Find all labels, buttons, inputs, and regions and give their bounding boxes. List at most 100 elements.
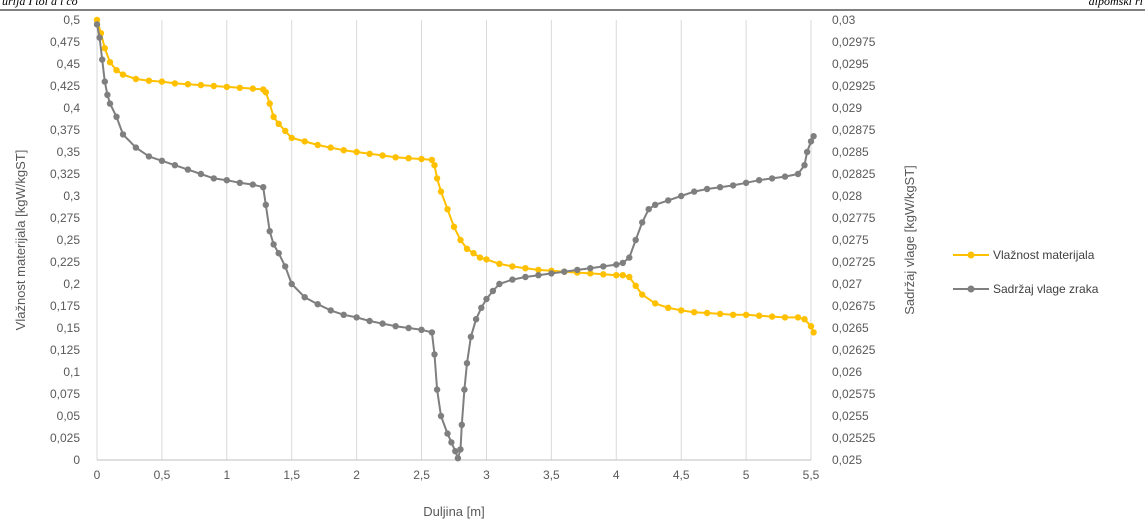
data-point <box>431 351 438 358</box>
data-point <box>197 170 205 178</box>
data-point <box>418 155 425 163</box>
data-point <box>489 287 497 295</box>
data-point <box>405 324 412 332</box>
data-point <box>587 265 594 272</box>
data-point <box>729 182 737 189</box>
data-point <box>119 71 127 78</box>
right-y-axis-title: Sadržaj vlage [kgW/kgST] <box>902 165 917 315</box>
right-y-tick-label: 0,0265 <box>832 321 869 335</box>
right-y-axis-ticks: 0,025 0,02525 0,0255 0,02575 0,026 0,02625 0,0… <box>832 13 876 467</box>
data-point <box>574 266 581 274</box>
right-y-tick-label: 0,0255 <box>832 409 869 423</box>
data-point <box>561 268 568 275</box>
data-point <box>807 138 815 145</box>
data-point <box>619 272 626 279</box>
left-y-tick-label: 0,325 <box>50 167 80 181</box>
data-point <box>405 155 412 162</box>
data-point <box>535 266 542 274</box>
data-point <box>145 77 153 84</box>
data-point <box>452 448 459 455</box>
data-point <box>93 21 101 28</box>
left-y-tick-label: 0,225 <box>50 255 80 269</box>
data-point <box>96 34 103 41</box>
x-tick-label: 0,5 <box>154 468 171 482</box>
right-y-tick-label: 0,02525 <box>832 431 876 445</box>
series-2 <box>93 21 817 462</box>
left-y-tick-label: 0,2 <box>63 277 80 291</box>
right-y-tick-label: 0,03 <box>832 13 856 27</box>
data-point <box>619 259 626 267</box>
x-tick-label: 1,5 <box>283 468 300 482</box>
series-1 <box>93 16 817 336</box>
left-y-tick-label: 0,05 <box>57 409 81 423</box>
data-point <box>645 206 652 213</box>
data-point <box>448 439 455 446</box>
data-point <box>262 201 269 208</box>
data-point <box>548 270 555 277</box>
left-y-tick-label: 0,25 <box>57 233 81 247</box>
right-y-tick-label: 0,028 <box>832 189 862 203</box>
data-point <box>327 144 334 151</box>
data-point <box>613 272 620 279</box>
data-point <box>260 184 267 191</box>
data-point <box>197 81 205 89</box>
data-point <box>450 223 458 230</box>
data-point <box>496 280 503 288</box>
data-point <box>314 301 321 308</box>
data-point <box>716 184 724 191</box>
data-point <box>266 100 273 107</box>
left-y-tick-label: 0,35 <box>57 145 81 159</box>
data-point <box>454 455 462 462</box>
header-right-text: dipomski ri <box>1089 0 1143 8</box>
data-point <box>171 80 179 87</box>
data-point <box>801 162 808 169</box>
data-point <box>703 185 711 193</box>
data-point <box>742 311 750 318</box>
legend-label: Vlažnost materijala <box>993 248 1095 262</box>
right-y-tick-label: 0,0275 <box>832 233 869 247</box>
data-point <box>458 421 465 428</box>
data-point <box>587 270 594 277</box>
data-point <box>639 219 646 226</box>
right-y-tick-label: 0,027 <box>832 277 862 291</box>
data-point <box>266 228 273 235</box>
data-point <box>184 166 192 173</box>
left-y-tick-label: 0,275 <box>50 211 80 225</box>
x-axis-ticks: 0 0,5 1 1,5 2 2,5 3 3,5 4 4,5 5 5,5 <box>94 468 820 482</box>
data-point <box>113 113 120 121</box>
left-y-tick-label: 0,45 <box>57 57 81 71</box>
data-point <box>742 179 750 186</box>
data-point <box>652 300 659 307</box>
left-y-tick-label: 0,15 <box>57 321 81 335</box>
x-tick-label: 3 <box>483 468 490 482</box>
data-point <box>433 175 441 182</box>
data-point <box>463 245 471 252</box>
left-y-tick-label: 0,175 <box>50 299 80 313</box>
right-y-tick-label: 0,0285 <box>832 145 869 159</box>
data-point <box>184 81 192 88</box>
data-point <box>794 170 802 178</box>
data-point <box>803 148 811 156</box>
right-y-tick-label: 0,02675 <box>832 299 876 313</box>
data-point <box>600 271 607 278</box>
data-point <box>444 430 451 437</box>
right-y-tick-label: 0,026 <box>832 365 862 379</box>
data-point <box>282 263 289 270</box>
data-point <box>366 317 373 325</box>
data-point <box>236 84 243 92</box>
right-y-tick-label: 0,02725 <box>832 255 876 269</box>
header-left-text: urlja I tol a i co <box>2 0 78 8</box>
data-point <box>483 295 490 303</box>
data-point <box>781 314 789 321</box>
data-point <box>431 162 438 169</box>
data-point <box>158 78 166 85</box>
data-point <box>223 177 230 184</box>
x-tick-label: 5,5 <box>803 468 820 482</box>
data-point <box>483 256 490 263</box>
data-point <box>691 309 698 316</box>
right-y-tick-label: 0,0295 <box>832 57 869 71</box>
data-point <box>314 141 321 149</box>
legend-marker <box>967 251 975 259</box>
data-point <box>106 100 114 107</box>
